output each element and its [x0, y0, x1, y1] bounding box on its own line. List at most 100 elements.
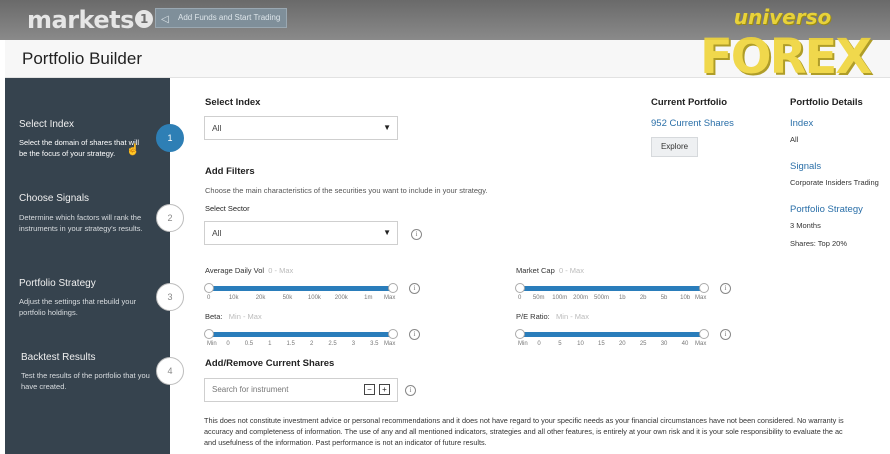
market-cap-slider[interactable] — [515, 283, 709, 293]
beta-ticks: Min 0 0.5 1 1.5 2 2.5 3 3.5 Max — [207, 341, 395, 351]
current-portfolio-title: Current Portfolio — [651, 97, 727, 108]
details-index-value: All — [790, 135, 799, 144]
market-cap-label: Market Cap 0 - Max — [516, 266, 584, 275]
pe-ratio-slider[interactable] — [515, 329, 709, 339]
slider-tick-label: 10 — [577, 341, 584, 347]
select-index-label: Select Index — [205, 97, 261, 108]
slider-tick-label: 0.5 — [244, 341, 254, 347]
hand-cursor-icon: ☝ — [126, 144, 140, 156]
slider-tick-label: 200k — [334, 295, 348, 301]
slider-max-handle[interactable] — [699, 329, 709, 339]
step-3-circle[interactable]: 3 — [156, 283, 184, 311]
step-title: Choose Signals — [19, 193, 90, 204]
avg-vol-slider[interactable] — [204, 283, 398, 293]
instrument-search-placeholder: Search for instrument — [212, 385, 289, 394]
add-funds-button[interactable]: ◁ Add Funds and Start Trading — [155, 8, 288, 28]
step-desc: Adjust the settings that rebuild your po… — [19, 297, 137, 317]
slider-tick-label: 5 — [558, 341, 562, 347]
slider-min-handle[interactable] — [515, 329, 525, 339]
slider-tick-label: 10b — [680, 295, 691, 301]
step-title: Select Index — [19, 119, 75, 130]
slider-tick-label: 20 — [618, 341, 626, 347]
step-title: Backtest Results — [21, 352, 96, 363]
step-4-circle[interactable]: 4 — [156, 357, 184, 385]
add-remove-shares-title: Add/Remove Current Shares — [205, 358, 335, 369]
select-sector-label: Select Sector — [205, 204, 250, 213]
slider-tick-label: 0 — [537, 341, 541, 347]
current-shares-link[interactable]: 952 Current Shares — [651, 118, 734, 129]
caret-down-icon: ▼ — [383, 123, 391, 132]
slider-tick-label: Max — [695, 295, 707, 301]
market-cap-label-text: Market Cap — [516, 266, 555, 275]
step-desc: Select the domain of shares that will be… — [19, 138, 140, 158]
beta-label-text: Beta: — [205, 312, 223, 321]
slider-min-handle[interactable] — [515, 283, 525, 293]
pe-ratio-info-icon[interactable]: i — [720, 329, 731, 340]
pe-ratio-hint: Min - Max — [556, 312, 589, 321]
details-signals-value: Corporate Insiders Trading — [790, 178, 879, 187]
market-cap-ticks: 0 50m 100m 200m 500m 1b 2b 5b 10b Max — [518, 295, 706, 305]
slider-tick-label: 1.5 — [286, 341, 295, 347]
remove-share-button[interactable]: − — [364, 384, 375, 395]
disclaimer: This does not constitute investment advi… — [204, 415, 890, 448]
portfolio-details-title: Portfolio Details — [790, 97, 863, 108]
avg-vol-label-text: Average Daily Vol — [205, 266, 265, 275]
page-title: Portfolio Builder — [22, 49, 143, 68]
slider-tick-label: Min — [518, 341, 528, 347]
disclaimer-line: and usefulness of the information. Past … — [204, 438, 487, 447]
add-funds-label: Add Funds and Start Trading — [178, 13, 281, 22]
details-signals-link[interactable]: Signals — [790, 161, 822, 172]
slider-max-handle[interactable] — [699, 283, 709, 293]
step-desc: Test the results of the portfolio that y… — [21, 371, 150, 391]
slider-tick-label: Max — [384, 341, 396, 347]
slider-tick-label: Max — [384, 295, 396, 301]
pe-ratio-label: P/E Ratio: Min - Max — [516, 312, 589, 321]
add-filters-desc: Choose the main characteristics of the s… — [205, 186, 488, 195]
explore-button[interactable]: Explore — [651, 137, 698, 157]
beta-slider[interactable] — [204, 329, 398, 339]
steps-sidebar: Select Index Select the domain of shares… — [5, 78, 170, 454]
slider-max-handle[interactable] — [388, 329, 398, 339]
beta-info-icon[interactable]: i — [409, 329, 420, 340]
beta-label: Beta: Min - Max — [205, 312, 262, 321]
details-strategy-shares: Shares: Top 20% — [790, 239, 847, 248]
slider-tick-label: 10k — [228, 295, 239, 301]
step-title: Portfolio Strategy — [19, 278, 96, 289]
slider-tick-label: 100m — [552, 295, 568, 301]
shares-info-icon[interactable]: i — [405, 385, 416, 396]
slider-tick-label: 500m — [594, 295, 610, 301]
slider-tick-label: 25 — [639, 341, 647, 347]
slider-tick-label: Max — [695, 341, 707, 347]
market-cap-info-icon[interactable]: i — [720, 283, 731, 294]
step-1-circle[interactable]: 1 — [156, 124, 184, 152]
slider-tick-label: 0 — [207, 295, 211, 301]
add-share-button[interactable]: + — [379, 384, 390, 395]
beta-hint: Min - Max — [228, 312, 262, 321]
sector-info-icon[interactable]: i — [411, 229, 422, 240]
step-2-circle[interactable]: 2 — [156, 204, 184, 232]
sector-select[interactable]: All ▼ — [204, 221, 398, 245]
avg-vol-label: Average Daily Vol 0 - Max — [205, 266, 293, 275]
instrument-search[interactable]: Search for instrument − + — [204, 378, 398, 402]
slider-tick-label: 15 — [598, 341, 605, 347]
step-desc: Determine which factors will rank the in… — [19, 213, 143, 233]
slider-max-handle[interactable] — [388, 283, 398, 293]
details-index-link[interactable]: Index — [790, 118, 814, 129]
avg-vol-info-icon[interactable]: i — [409, 283, 420, 294]
slider-tick-label: 0 — [518, 295, 522, 301]
logo-badge: 1 — [134, 10, 153, 28]
slider-min-handle[interactable] — [204, 329, 214, 339]
details-strategy-link[interactable]: Portfolio Strategy — [790, 204, 863, 215]
index-select[interactable]: All ▼ — [204, 116, 398, 140]
slider-tick-label: 40 — [681, 341, 689, 347]
slider-tick-label: 50m — [532, 295, 545, 301]
slider-tick-label: 1 — [268, 341, 272, 347]
avg-vol-hint: 0 - Max — [268, 266, 294, 275]
caret-down-icon: ▼ — [383, 228, 391, 237]
slider-tick-label: 30 — [660, 341, 668, 347]
slider-min-handle[interactable] — [204, 283, 214, 293]
watermark-main: FOREX — [700, 29, 872, 85]
title-bar: Portfolio Builder — [5, 40, 890, 78]
slider-tick-label: 2.5 — [328, 341, 337, 347]
markets-logo[interactable]: markets 1 — [27, 6, 153, 34]
